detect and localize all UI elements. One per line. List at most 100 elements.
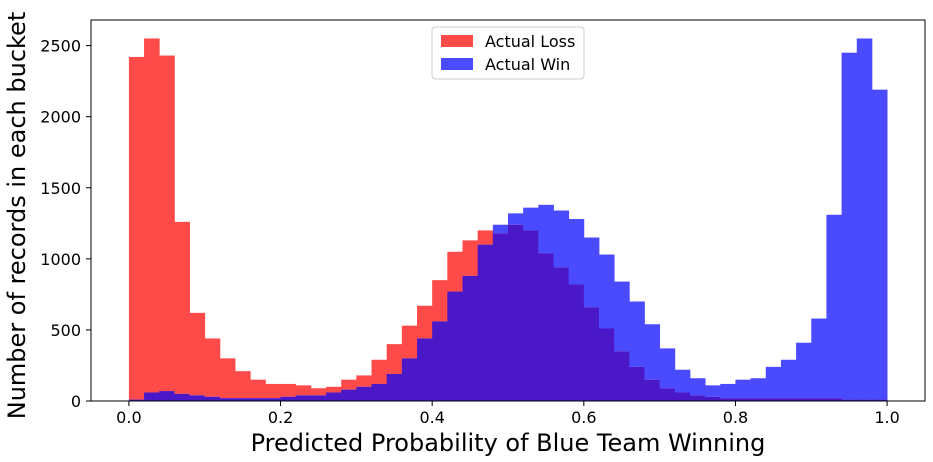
overlap-bar-18 — [402, 358, 418, 401]
win-bar-37 — [690, 378, 706, 395]
overlap-bar-31 — [599, 328, 615, 401]
overlap-bar-24 — [493, 233, 509, 401]
x-tick-label: 0.0 — [116, 408, 141, 427]
legend-swatch-actual-loss — [441, 35, 473, 47]
win-bar-39 — [720, 384, 736, 398]
loss-bar-17 — [387, 344, 403, 374]
win-bar-47 — [842, 53, 858, 400]
overlap-bar-30 — [584, 307, 600, 401]
overlap-bar-35 — [660, 388, 676, 401]
overlap-bar-36 — [675, 392, 691, 401]
win-bar-44 — [796, 343, 812, 398]
win-bar-35 — [660, 348, 676, 388]
loss-bar-10 — [281, 384, 297, 397]
loss-bar-15 — [356, 375, 372, 386]
loss-bar-4 — [190, 313, 206, 395]
y-tick-label: 500 — [50, 321, 81, 340]
overlap-bar-26 — [523, 230, 539, 401]
win-bar-41 — [751, 378, 767, 398]
loss-bar-22 — [463, 240, 479, 276]
overlap-bar-25 — [508, 225, 524, 401]
win-bar-27 — [538, 205, 554, 253]
y-tick-label: 1000 — [40, 250, 81, 269]
overlap-bar-28 — [553, 267, 569, 401]
loss-bar-9 — [265, 384, 281, 398]
loss-bar-23 — [478, 230, 494, 244]
x-tick-label: 0.8 — [723, 408, 748, 427]
overlap-bar-14 — [341, 390, 357, 401]
loss-bar-6 — [220, 358, 236, 398]
overlap-bar-37 — [690, 395, 706, 401]
legend-label-actual-loss: Actual Loss — [485, 32, 575, 51]
loss-bar-3 — [174, 222, 190, 394]
overlap-bar-17 — [387, 374, 403, 401]
overlap-bar-21 — [447, 292, 463, 401]
win-bar-29 — [569, 219, 585, 284]
win-bar-36 — [675, 370, 691, 393]
win-bar-34 — [644, 324, 660, 379]
bars-layer — [129, 38, 888, 401]
loss-bar-7 — [235, 371, 251, 398]
overlap-bar-32 — [614, 351, 630, 401]
y-tick-label: 2000 — [40, 108, 81, 127]
x-tick-label: 1.0 — [874, 408, 899, 427]
overlap-bar-16 — [372, 384, 388, 401]
win-bar-31 — [599, 255, 615, 329]
overlap-bar-22 — [463, 276, 479, 401]
loss-bar-5 — [205, 338, 221, 396]
overlap-bar-33 — [629, 367, 645, 401]
loss-bar-20 — [432, 280, 448, 321]
win-bar-32 — [614, 282, 630, 352]
x-tick-label: 0.2 — [268, 408, 293, 427]
win-bar-25 — [508, 213, 524, 224]
win-bar-45 — [811, 319, 827, 399]
loss-bar-1 — [144, 38, 160, 392]
loss-bar-11 — [296, 385, 312, 395]
loss-bar-21 — [447, 252, 463, 292]
legend: Actual Loss Actual Win — [432, 27, 584, 79]
legend-swatch-actual-win — [441, 58, 473, 70]
loss-bar-0 — [129, 57, 145, 400]
win-bar-26 — [523, 208, 539, 231]
loss-bar-2 — [159, 56, 175, 392]
y-axis-label: Number of records in each bucket — [3, 12, 31, 419]
overlap-bar-3 — [174, 394, 190, 401]
overlap-bar-4 — [190, 395, 206, 401]
overlap-bar-29 — [569, 284, 585, 401]
overlap-bar-34 — [644, 380, 660, 401]
overlap-bar-23 — [478, 245, 494, 401]
win-bar-42 — [766, 367, 782, 398]
win-bar-40 — [735, 380, 751, 398]
y-axis: 05001000150020002500 — [40, 37, 91, 411]
win-bar-30 — [584, 238, 600, 308]
overlap-bar-1 — [144, 392, 160, 401]
loss-bar-8 — [250, 380, 266, 398]
win-bar-38 — [705, 385, 721, 396]
y-tick-label: 2500 — [40, 37, 81, 56]
x-axis-label: Predicted Probability of Blue Team Winni… — [251, 429, 766, 457]
win-bar-33 — [629, 301, 645, 366]
overlap-bar-12 — [311, 395, 327, 401]
win-bar-43 — [781, 360, 797, 398]
overlap-bar-20 — [432, 321, 448, 401]
overlap-bar-13 — [326, 392, 342, 401]
loss-bar-18 — [402, 326, 418, 359]
x-tick-label: 0.4 — [419, 408, 444, 427]
win-bar-28 — [553, 211, 569, 268]
legend-label-actual-win: Actual Win — [485, 55, 570, 74]
loss-bar-13 — [326, 387, 342, 393]
overlap-bar-11 — [296, 395, 312, 401]
win-bar-46 — [826, 215, 842, 398]
overlap-bar-15 — [356, 387, 372, 401]
loss-bar-19 — [417, 306, 433, 339]
overlap-bar-27 — [538, 253, 554, 401]
loss-bar-12 — [311, 388, 327, 395]
y-tick-label: 0 — [71, 392, 81, 411]
overlap-bar-19 — [417, 338, 433, 401]
win-bar-49 — [872, 90, 888, 400]
x-tick-label: 0.6 — [571, 408, 596, 427]
win-bar-24 — [493, 225, 509, 234]
overlap-bar-5 — [205, 397, 221, 401]
